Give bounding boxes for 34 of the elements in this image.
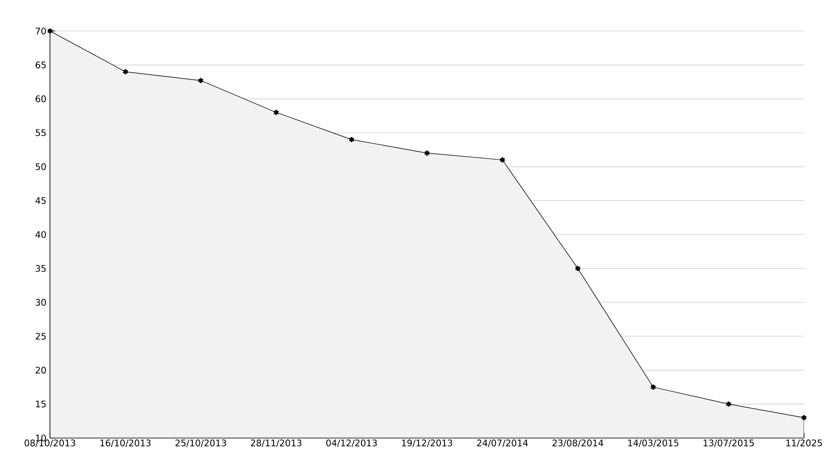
point xyxy=(726,400,732,408)
y-tick-label: 55 xyxy=(36,129,46,136)
y-tick-label: 30 xyxy=(36,298,46,306)
x-tick-label: 28/11/2013 xyxy=(250,440,302,448)
point xyxy=(348,136,355,143)
point xyxy=(273,109,280,116)
y-tick-label: 25 xyxy=(36,332,46,340)
y-tick-label: 70 xyxy=(36,28,46,34)
x-tick-label: 19/12/2013 xyxy=(402,440,452,448)
point xyxy=(122,68,128,76)
y-tick-label: 50 xyxy=(36,163,46,170)
point xyxy=(801,414,808,421)
y-tick-label: 45 xyxy=(35,197,46,204)
y-tick-label: 35 xyxy=(36,265,46,272)
point xyxy=(574,265,581,272)
point xyxy=(198,77,204,84)
y-tick-label: 65 xyxy=(36,62,46,68)
x-tick-label: 16/10/2013 xyxy=(100,440,151,448)
y-tick-label: 15 xyxy=(36,400,46,408)
x-tick-label: 14/03/2015 xyxy=(628,440,678,448)
x-tick-label: 08/10/2013 xyxy=(24,440,76,448)
y-tick-label: 40 xyxy=(35,231,46,238)
y-tick-label: 20 xyxy=(36,366,46,374)
x-tick-label: 13/07/2015 xyxy=(704,440,754,448)
point xyxy=(424,150,430,156)
x-tick-label: 23/08/2014 xyxy=(552,440,604,448)
y-tick-label: 10 xyxy=(36,434,46,442)
y-tick-label: 60 xyxy=(36,95,46,102)
x-tick-label: 24/07/2014 xyxy=(477,440,528,448)
point xyxy=(499,156,506,164)
x-tick-label: 11/2025 xyxy=(786,440,822,448)
point xyxy=(650,384,656,390)
x-tick-label: 04/12/2013 xyxy=(326,440,377,448)
x-tick-label: 25/10/2013 xyxy=(176,440,226,448)
